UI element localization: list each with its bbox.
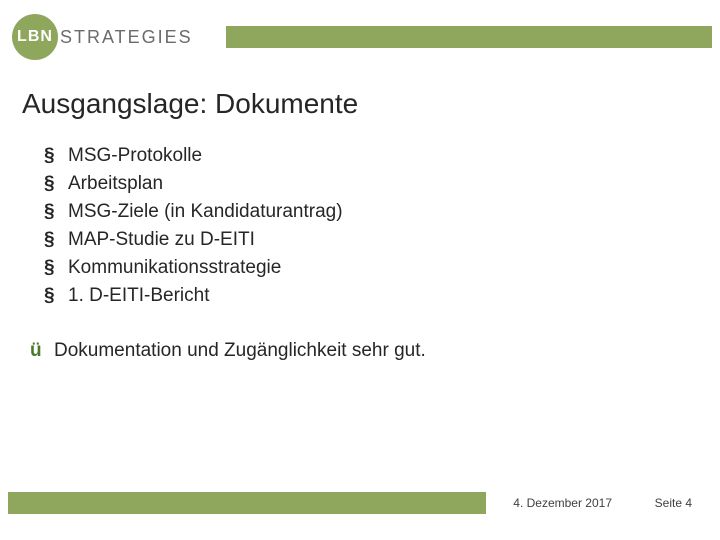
bullet-marker-icon: §: [44, 173, 68, 195]
bullet-marker-icon: §: [44, 145, 68, 167]
bullet-marker-icon: §: [44, 201, 68, 223]
footer-page: Seite 4: [655, 496, 692, 510]
logo: LBN STRATEGIES: [12, 14, 193, 60]
list-item: § Arbeitsplan: [44, 173, 343, 195]
footer-date: 4. Dezember 2017: [513, 496, 612, 510]
slide: LBN STRATEGIES Ausgangslage: Dokumente §…: [0, 0, 720, 540]
check-text: Dokumentation und Zugänglichkeit sehr gu…: [54, 340, 426, 362]
check-line: ü Dokumentation und Zugänglichkeit sehr …: [30, 340, 426, 362]
bullet-list: § MSG-Protokolle § Arbeitsplan § MSG-Zie…: [44, 145, 343, 313]
list-item: § Kommunikationsstrategie: [44, 257, 343, 279]
list-item-text: MAP-Studie zu D-EITI: [68, 229, 255, 251]
list-item-text: Kommunikationsstrategie: [68, 257, 281, 279]
list-item: § 1. D-EITI-Bericht: [44, 285, 343, 307]
bullet-marker-icon: §: [44, 285, 68, 307]
list-item: § MSG-Protokolle: [44, 145, 343, 167]
footer-accent-bar: [8, 492, 486, 514]
logo-circle: LBN: [12, 14, 58, 60]
bullet-marker-icon: §: [44, 257, 68, 279]
logo-suffix-text: STRATEGIES: [60, 27, 193, 48]
list-item-text: Arbeitsplan: [68, 173, 163, 195]
logo-circle-text: LBN: [17, 28, 53, 46]
check-icon: ü: [30, 340, 54, 362]
list-item-text: 1. D-EITI-Bericht: [68, 285, 209, 307]
header-accent-bar: [226, 26, 712, 48]
list-item-text: MSG-Protokolle: [68, 145, 202, 167]
slide-title: Ausgangslage: Dokumente: [22, 88, 358, 120]
list-item: § MAP-Studie zu D-EITI: [44, 229, 343, 251]
bullet-marker-icon: §: [44, 229, 68, 251]
list-item-text: MSG-Ziele (in Kandidaturantrag): [68, 201, 343, 223]
list-item: § MSG-Ziele (in Kandidaturantrag): [44, 201, 343, 223]
